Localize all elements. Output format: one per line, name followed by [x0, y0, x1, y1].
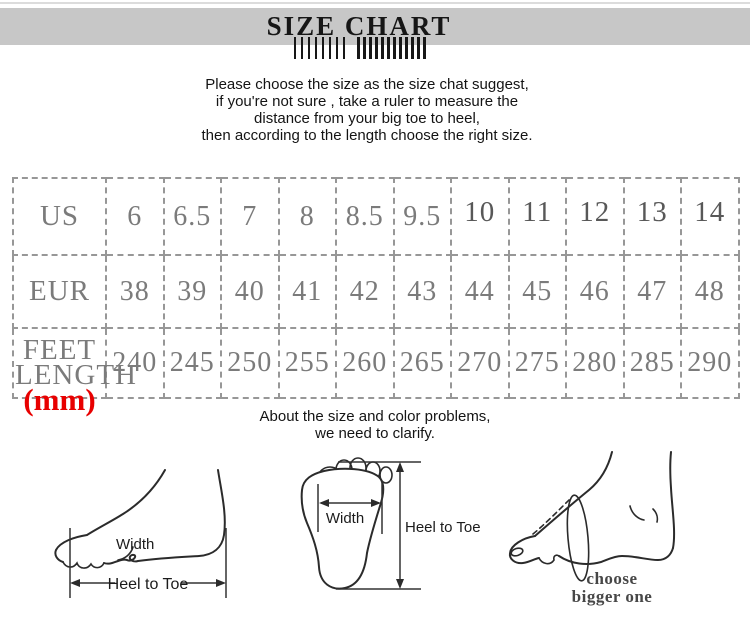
row-header-us: US — [12, 177, 107, 256]
sole-outline-path — [300, 467, 385, 590]
barcode-group-right — [357, 37, 428, 59]
table-row-us: US 6 6.5 7 8 8.5 9.5 10 11 12 13 14 — [12, 177, 740, 256]
size-cell: 285 — [622, 327, 682, 399]
size-cell: 260 — [335, 327, 395, 399]
size-cell: 12 — [565, 177, 625, 256]
page-title: SIZE CHART — [266, 11, 452, 41]
size-cell: 255 — [277, 327, 337, 399]
sole-heel-path — [103, 469, 226, 565]
unit-mm-label: (mm) — [23, 382, 96, 417]
barcode-icon — [294, 37, 428, 59]
size-cell: 10 — [450, 177, 510, 256]
size-cell: 245 — [162, 327, 222, 399]
toes-path — [62, 561, 105, 569]
big-toe-path — [508, 535, 540, 565]
clarify-note: About the size and color problems, we ne… — [0, 408, 750, 442]
ankle-dimple — [652, 508, 659, 523]
size-cell: 280 — [565, 327, 625, 399]
size-cell: 38 — [105, 254, 165, 329]
measuring-loop — [566, 494, 590, 582]
arrowhead-up — [396, 462, 404, 472]
choose-bigger-line2: bigger one — [572, 587, 653, 606]
size-cell: 9.5 — [392, 177, 452, 256]
instep-dashed-guide — [532, 499, 570, 535]
size-cell: 6.5 — [162, 177, 222, 256]
size-cell: 11 — [507, 177, 567, 256]
toe-nail — [510, 547, 524, 557]
arrowhead-down — [396, 579, 404, 589]
arrowhead-left — [70, 579, 80, 587]
foot-outline-path — [54, 469, 166, 563]
size-cell: 44 — [450, 254, 510, 329]
toe — [379, 466, 393, 484]
foot-ankle-view-icon: choose bigger one — [508, 451, 676, 606]
size-table: US 6 6.5 7 8 8.5 9.5 10 11 12 13 14 EUR … — [12, 177, 740, 415]
instruction-line: distance from your big toe to heel, — [254, 110, 480, 127]
size-cell: 8 — [277, 177, 337, 256]
size-cell: 41 — [277, 254, 337, 329]
size-cell: 6 — [105, 177, 165, 256]
clarify-line: we need to clarify. — [315, 425, 435, 442]
size-cell: 7 — [220, 177, 280, 256]
feet-label-line1: FEET — [22, 334, 97, 366]
size-cell: 42 — [335, 254, 395, 329]
barcode-group-left — [294, 37, 350, 59]
feet-label-line2: LENGTH — [15, 359, 137, 391]
arrowhead-right — [216, 579, 226, 587]
size-cell: 39 — [162, 254, 222, 329]
foot-sole-view-icon: Width Heel to Toe — [300, 457, 481, 590]
size-cell: 8.5 — [335, 177, 395, 256]
foot-side-view-icon: Width Heel to Toe — [54, 469, 227, 598]
width-label: Width — [326, 510, 364, 527]
heel-to-toe-label: Heel to Toe — [108, 576, 189, 593]
row-header-eur: EUR — [12, 254, 107, 329]
clarify-line: About the size and color problems, — [259, 408, 491, 425]
instruction-line: then according to the length choose the … — [201, 127, 533, 144]
instruction-line: if you're not sure , take a ruler to mea… — [215, 93, 519, 110]
size-cell: 265 — [392, 327, 452, 399]
size-cell: 46 — [565, 254, 625, 329]
width-pointer-curve — [117, 546, 134, 561]
size-cell: 13 — [622, 177, 682, 256]
size-cell: 43 — [392, 254, 452, 329]
size-cell: 40 — [220, 254, 280, 329]
size-cell: 48 — [680, 254, 740, 329]
ankle-dimple — [629, 505, 645, 521]
choose-bigger-line1: choose — [586, 569, 637, 588]
size-cell: 45 — [507, 254, 567, 329]
arrowhead-right — [371, 499, 381, 507]
table-row-feet-length: FEET LENGTH (mm) 240 245 250 255 260 265… — [12, 327, 740, 415]
size-cell: 240 — [105, 327, 165, 399]
arrowhead-left — [319, 499, 329, 507]
width-label: Width — [116, 536, 154, 553]
toe-underside-path — [538, 554, 560, 565]
size-cell: 270 — [450, 327, 510, 399]
size-cell: 250 — [220, 327, 280, 399]
heel-to-toe-label: Heel to Toe — [405, 519, 481, 536]
size-cell: 275 — [507, 327, 567, 399]
instruction-line: Please choose the size as the size chat … — [205, 76, 529, 93]
table-row-eur: EUR 38 39 40 41 42 43 44 45 46 47 48 — [12, 254, 740, 329]
size-cell: 14 — [680, 177, 740, 256]
size-cell: 290 — [680, 327, 740, 399]
top-divider-line — [0, 2, 750, 4]
sole-heel-path — [558, 547, 674, 565]
instep-leg-path — [534, 451, 613, 537]
row-header-feet-length: FEET LENGTH (mm) — [12, 327, 137, 415]
back-leg-path — [669, 451, 676, 549]
size-cell: 47 — [622, 254, 682, 329]
sizing-instructions: Please choose the size as the size chat … — [0, 76, 742, 144]
